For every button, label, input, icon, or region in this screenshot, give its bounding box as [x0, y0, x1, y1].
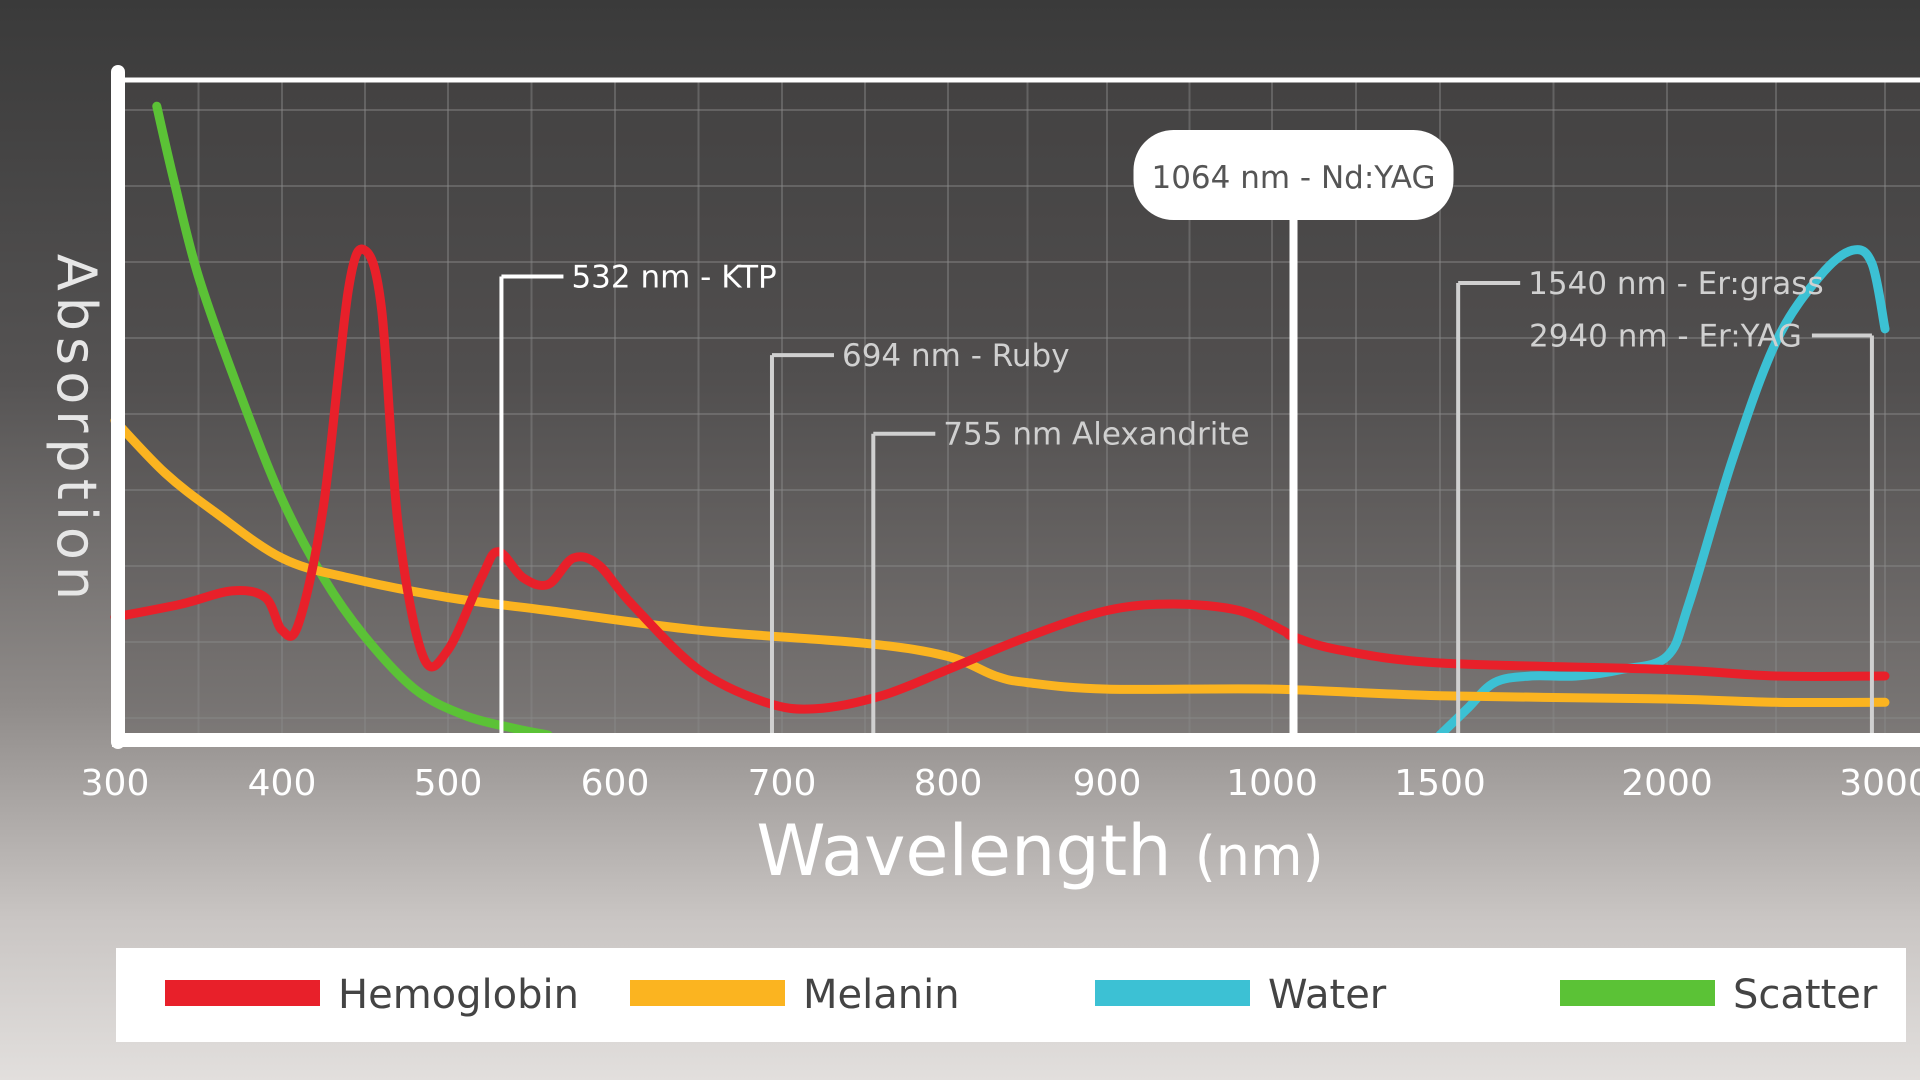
x-tick-label: 400 [248, 763, 317, 804]
legend-item-melanin: Melanin [630, 972, 960, 1018]
legend-swatch [165, 980, 320, 1006]
annotation-label: 1540 nm - Er:grass [1528, 266, 1823, 302]
annotation-label: 694 nm - Ruby [842, 338, 1070, 374]
x-tick-label: 500 [414, 763, 483, 804]
annotation-755: 755 nm Alexandrite [871, 417, 1250, 735]
axes [111, 65, 1920, 749]
x-tick-label: 1000 [1226, 763, 1318, 804]
annotation-694: 694 nm - Ruby [769, 338, 1070, 735]
legend-swatch [1095, 980, 1250, 1006]
series-line-water [1435, 245, 1890, 740]
x-tick-label: 300 [81, 763, 150, 804]
legend-item-scatter: Scatter [1560, 972, 1878, 1018]
annotation-2940: 2940 nm - Er:YAG [1529, 318, 1874, 735]
annotation-bubble [1133, 130, 1454, 220]
annotation-532: 532 nm - KTP [499, 260, 777, 735]
legend: Hemoglobin Melanin Water Scatter [116, 948, 1906, 1042]
x-axis-label-unit: (nm) [1195, 825, 1324, 888]
legend-swatch [630, 980, 785, 1006]
annotation-layer: 532 nm - KTP 694 nm - Ruby 755 nm Alexandr… [499, 130, 1874, 735]
legend-label: Water [1268, 972, 1387, 1018]
series-line-scatter [152, 101, 553, 740]
x-tick-label: 3000 [1839, 763, 1920, 804]
legend-swatch [1560, 980, 1715, 1006]
annotation-1064: 1064 nm - Nd:YAG [1133, 130, 1454, 735]
x-tick-label: 600 [581, 763, 650, 804]
series-line-melanin [110, 416, 1890, 708]
x-tick-labels: 300 400 500 600 700 800 900 1000 1500 2000 3000 [81, 763, 1920, 804]
annotation-1540: 1540 nm - Er:grass [1456, 266, 1824, 735]
annotation-label: 2940 nm - Er:YAG [1529, 318, 1802, 354]
annotation-label: 755 nm Alexandrite [943, 417, 1249, 453]
x-axis-label-main: Wavelength [756, 810, 1171, 892]
x-tick-label: 900 [1073, 763, 1142, 804]
x-tick-label: 2000 [1621, 763, 1713, 804]
x-tick-label: 700 [748, 763, 817, 804]
x-tick-label: 800 [914, 763, 983, 804]
x-axis-label: Wavelength (nm) [756, 810, 1323, 892]
y-axis-label: Absorption [45, 254, 108, 606]
legend-item-hemoglobin: Hemoglobin [165, 972, 579, 1018]
legend-item-water: Water [1095, 972, 1387, 1018]
annotation-label: 1064 nm - Nd:YAG [1151, 160, 1435, 196]
legend-label: Scatter [1733, 972, 1878, 1018]
x-tick-label: 1500 [1394, 763, 1486, 804]
legend-label: Melanin [803, 972, 960, 1018]
annotation-label: 532 nm - KTP [571, 260, 776, 296]
legend-label: Hemoglobin [338, 972, 579, 1018]
